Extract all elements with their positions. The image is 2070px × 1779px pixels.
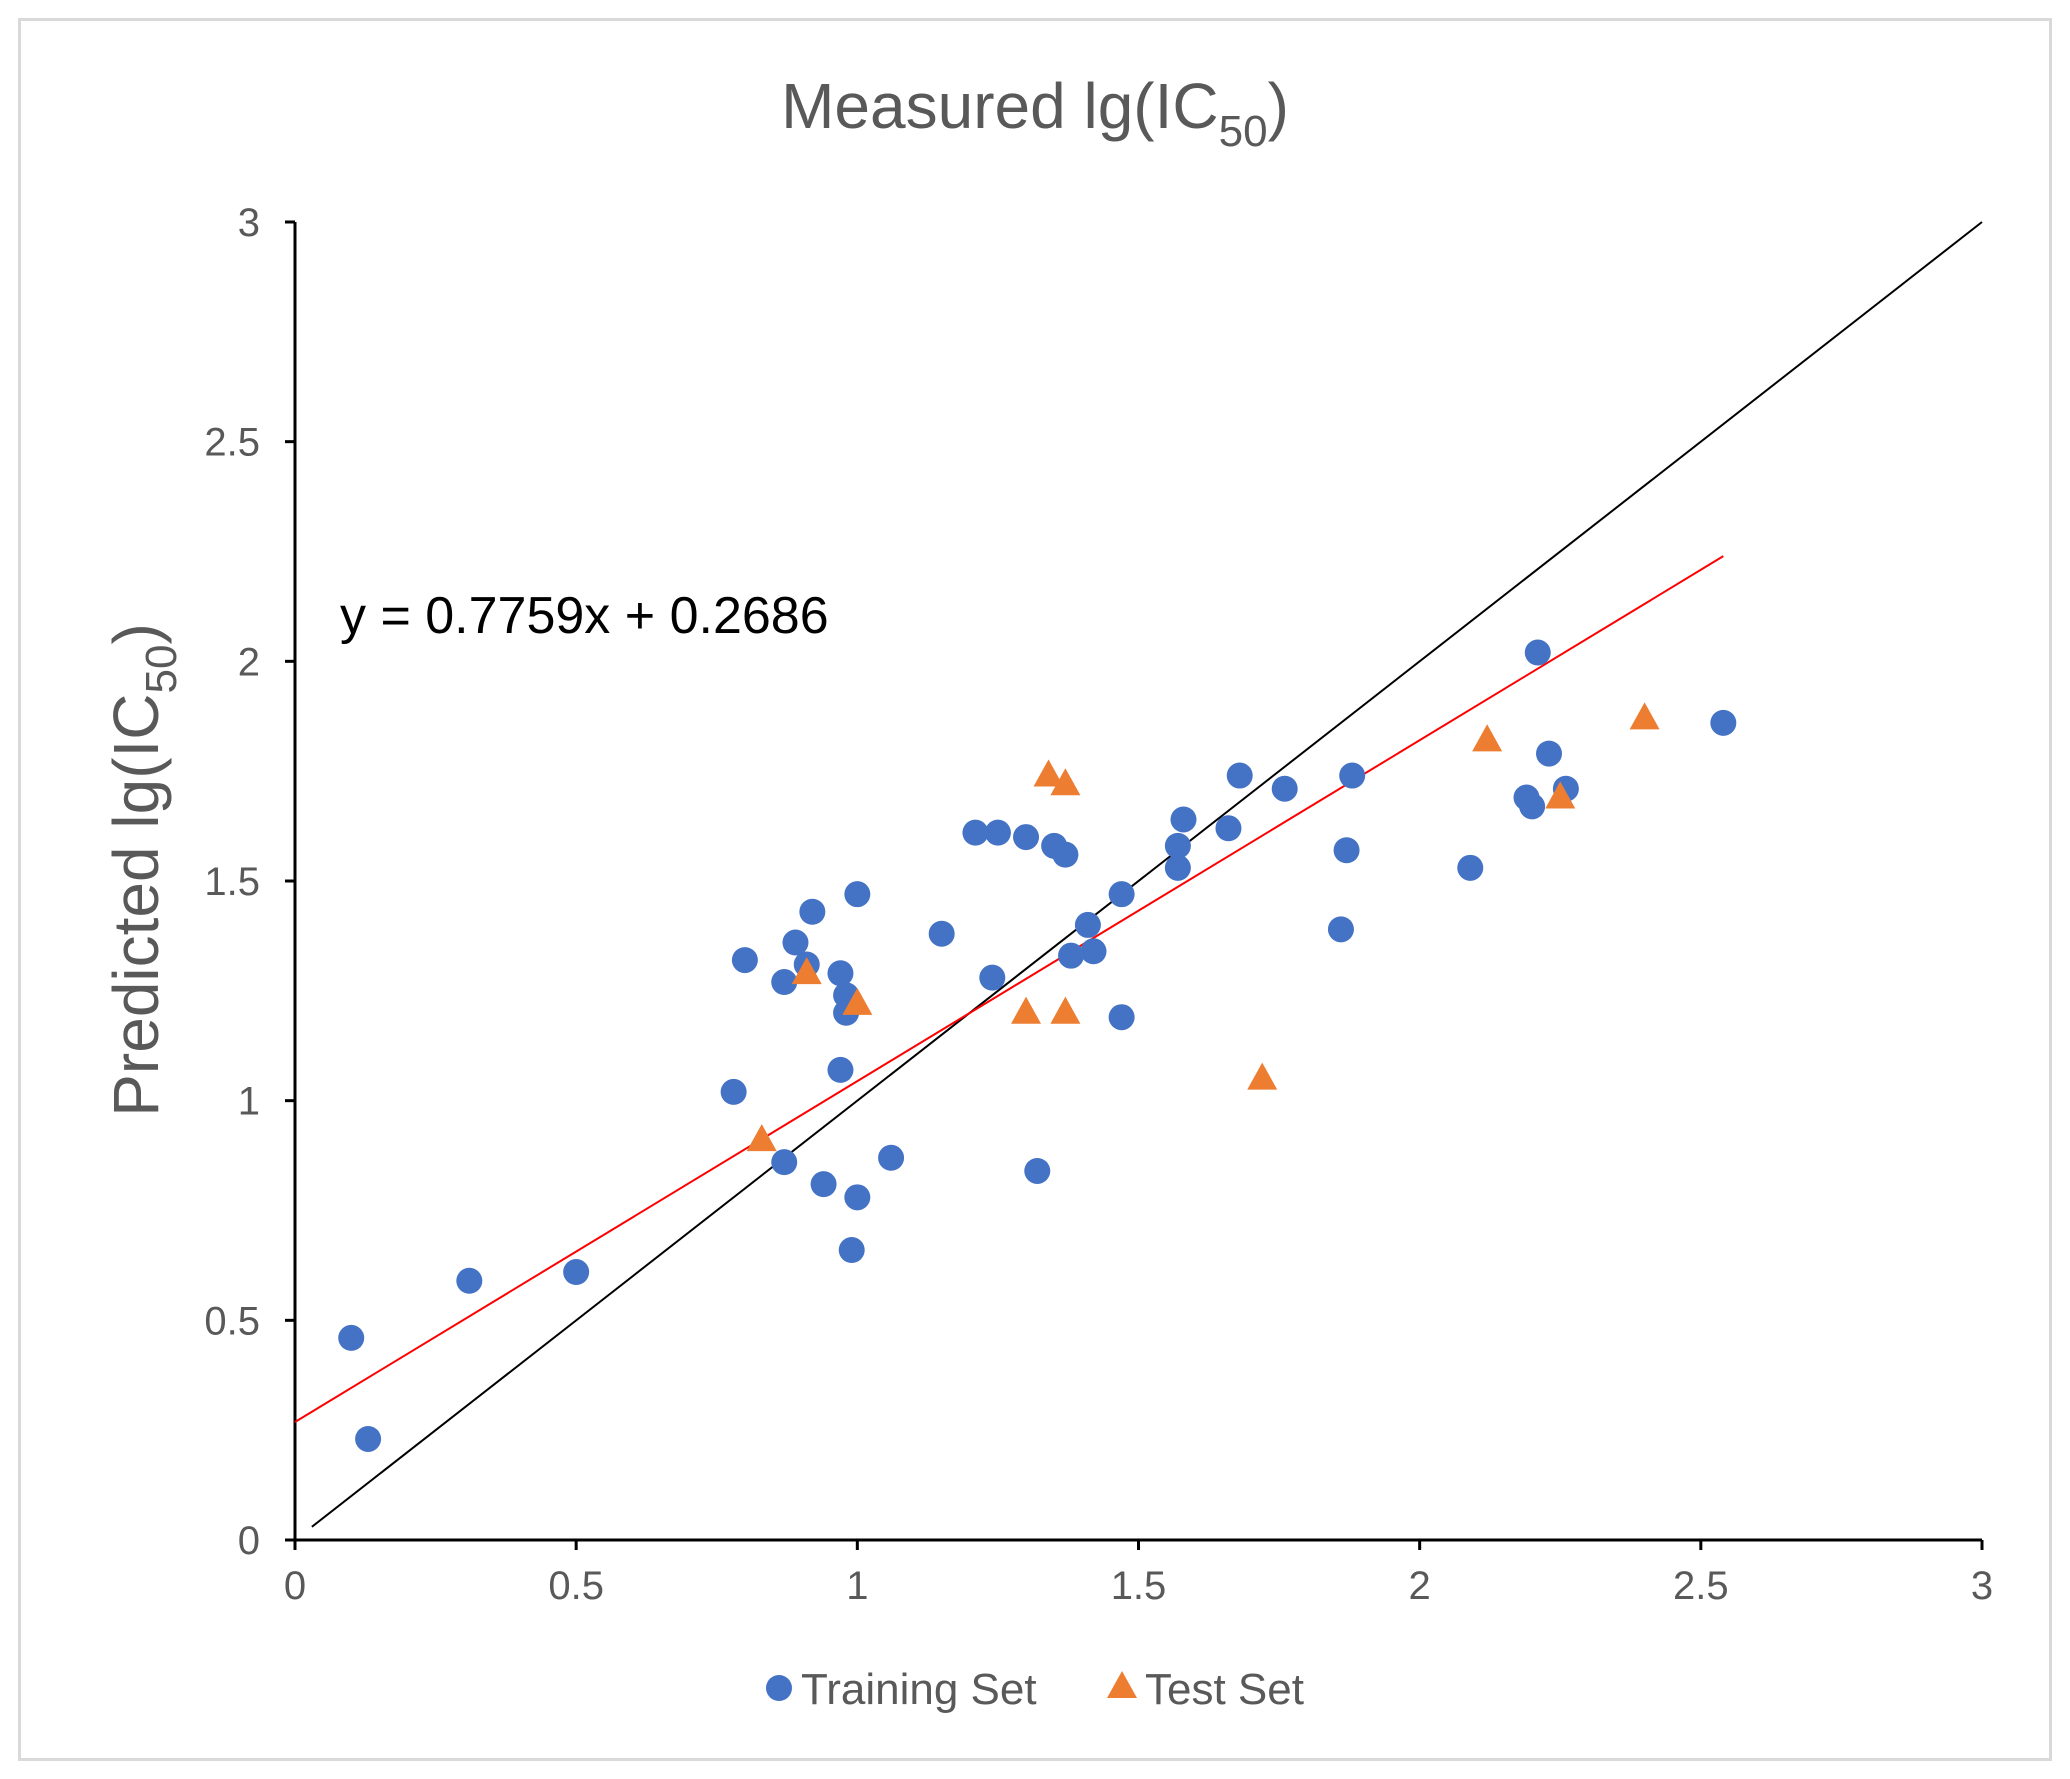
y-tick-label: 0 — [238, 1519, 260, 1563]
x-tick-label: 2.5 — [1673, 1564, 1729, 1608]
training-set-point — [1457, 854, 1484, 881]
training-set-point — [1710, 709, 1737, 736]
x-tick-label: 1.5 — [1111, 1564, 1167, 1608]
training-set-point — [827, 1056, 854, 1083]
legend-marker-training-set — [766, 1675, 792, 1701]
test-set-point — [1545, 781, 1576, 809]
y-axis-label-close: ) — [100, 623, 172, 644]
test-set-point — [1050, 996, 1081, 1024]
test-set-point — [791, 957, 822, 985]
y-tick-label: 1.5 — [204, 860, 260, 904]
y-tick-label: 2.5 — [204, 421, 260, 465]
training-set-point — [962, 819, 989, 846]
x-tick-label: 1 — [846, 1564, 868, 1608]
training-set-point — [1058, 942, 1085, 969]
training-set-point — [928, 920, 955, 947]
training-set-point — [1164, 832, 1191, 859]
training-set-point — [1519, 793, 1546, 820]
regression-equation: y = 0.7759x + 0.2686 — [340, 587, 829, 645]
chart-title: Measured lg(IC50) — [781, 70, 1289, 156]
test-set-point — [1033, 759, 1064, 787]
training-set-point — [844, 881, 871, 908]
training-set-point — [810, 1171, 837, 1198]
training-set-point — [782, 929, 809, 956]
training-set-point — [799, 898, 826, 925]
training-set-point — [1080, 938, 1107, 965]
identity-line — [311, 221, 1983, 1528]
training-set-point — [1052, 841, 1079, 868]
data-points — [338, 639, 1737, 1452]
test-set-series — [746, 702, 1660, 1152]
training-set-point — [771, 1149, 798, 1176]
training-set-point — [1271, 775, 1298, 802]
legend-label-test-set: Test Set — [1145, 1665, 1304, 1714]
training-set-point — [771, 969, 798, 996]
chart-title-subscript: 50 — [1219, 107, 1268, 156]
x-tick-label: 0.5 — [548, 1564, 604, 1608]
y-axis-label-main: Predicted lg(IC — [100, 693, 172, 1116]
y-axis-label: Predicted lg(IC50) — [100, 623, 186, 1117]
training-set-point — [338, 1324, 365, 1351]
y-tick-label: 2 — [238, 640, 260, 684]
training-set-point — [456, 1267, 483, 1294]
test-set-point — [1050, 768, 1081, 796]
training-set-point — [1333, 837, 1360, 864]
training-set-point — [1074, 911, 1101, 938]
training-set-point — [1108, 1004, 1135, 1031]
training-set-point — [979, 964, 1006, 991]
training-set-point — [1215, 815, 1242, 842]
chart-frame — [18, 18, 2052, 1761]
legend-marker-test-set — [1107, 1671, 1137, 1698]
training-set-point — [1524, 639, 1551, 666]
x-tick-label: 0 — [284, 1564, 306, 1608]
test-set-point — [1011, 996, 1042, 1024]
test-set-point — [1247, 1062, 1278, 1090]
training-set-point — [878, 1144, 905, 1171]
training-set-point — [984, 819, 1011, 846]
axes: 0 0.5 1 1.5 2 2.5 3 0 0.5 1 1.5 2 2.5 3 — [204, 201, 1993, 1608]
chart-title-close: ) — [1268, 70, 1289, 142]
training-set-point — [1536, 740, 1563, 767]
legend: Training Set Test Set — [766, 1665, 1304, 1714]
test-set-point — [842, 987, 873, 1015]
training-set-point — [1024, 1157, 1051, 1184]
y-tick-label: 3 — [238, 201, 260, 245]
training-set-point — [1013, 824, 1040, 851]
training-set-point — [1226, 762, 1253, 789]
x-tick-label: 2 — [1409, 1564, 1431, 1608]
training-set-point — [1108, 881, 1135, 908]
training-set-point — [1339, 762, 1366, 789]
training-set-point — [1170, 806, 1197, 833]
chart-title-main: Measured lg(IC — [781, 70, 1219, 142]
training-set-point — [844, 1184, 871, 1211]
y-tick-label: 0.5 — [204, 1299, 260, 1343]
training-set-point — [563, 1259, 590, 1286]
x-tick-label: 3 — [1971, 1564, 1993, 1608]
y-tick-label: 1 — [238, 1080, 260, 1124]
training-set-series — [338, 639, 1737, 1452]
training-set-point — [1164, 854, 1191, 881]
legend-label-training-set: Training Set — [801, 1665, 1037, 1714]
training-set-point — [355, 1425, 382, 1452]
training-set-point — [827, 960, 854, 987]
test-set-point — [1472, 724, 1503, 752]
regression-line — [294, 555, 1724, 1423]
test-set-point — [1629, 702, 1660, 730]
test-set-point — [746, 1124, 777, 1152]
training-set-point — [720, 1078, 747, 1105]
y-axis-label-subscript: 50 — [137, 645, 186, 694]
fit-lines — [294, 221, 1983, 1528]
training-set-point — [1327, 916, 1354, 943]
training-set-point — [731, 947, 758, 974]
training-set-point — [838, 1237, 865, 1264]
